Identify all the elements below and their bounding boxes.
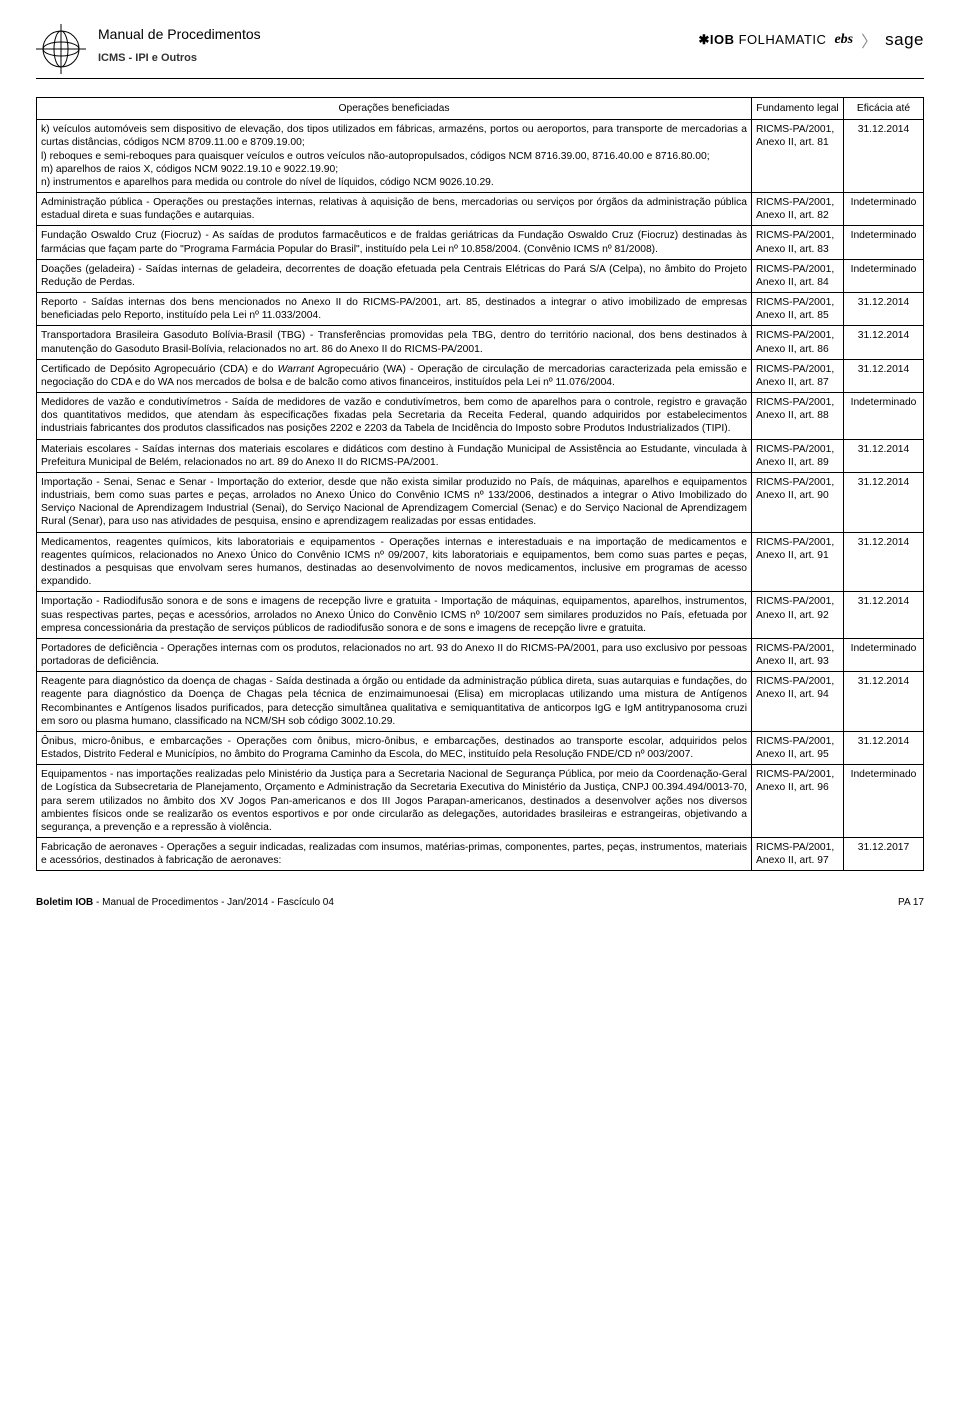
col-header-fundamento: Fundamento legal: [752, 98, 844, 120]
cell-fundamento: RICMS-PA/2001, Anexo II, art. 95: [752, 731, 844, 764]
footer-boletim: Boletim IOB: [36, 897, 93, 908]
cell-operacoes: Equipamentos - nas importações realizada…: [37, 765, 752, 838]
footer-left: Boletim IOB - Manual de Procedimentos - …: [36, 897, 334, 908]
table-row: Importação - Radiodifusão sonora e de so…: [37, 592, 924, 639]
table-row: Doações (geladeira) - Saídas internas de…: [37, 259, 924, 292]
cell-fundamento: RICMS-PA/2001, Anexo II, art. 83: [752, 226, 844, 259]
table-row: Portadores de deficiência - Operações in…: [37, 638, 924, 671]
table-row: Reagente para diagnóstico da doença de c…: [37, 672, 924, 732]
manual-title: Manual de Procedimentos: [98, 26, 261, 42]
cell-eficacia: Indeterminado: [844, 226, 924, 259]
cell-fundamento: RICMS-PA/2001, Anexo II, art. 96: [752, 765, 844, 838]
table-body: k) veículos automóveis sem dispositivo d…: [37, 120, 924, 871]
cell-fundamento: RICMS-PA/2001, Anexo II, art. 82: [752, 193, 844, 226]
header-brands: ✱IOB FOLHAMATIC ebs 〉 sage: [698, 24, 924, 52]
cell-eficacia: Indeterminado: [844, 259, 924, 292]
cell-fundamento: RICMS-PA/2001, Anexo II, art. 90: [752, 472, 844, 532]
cell-fundamento: RICMS-PA/2001, Anexo II, art. 91: [752, 532, 844, 592]
table-row: Medicamentos, reagentes químicos, kits l…: [37, 532, 924, 592]
table-row: Materiais escolares - Saídas internas do…: [37, 439, 924, 472]
table-row: k) veículos automóveis sem dispositivo d…: [37, 120, 924, 193]
table-row: Transportadora Brasileira Gasoduto Bolív…: [37, 326, 924, 359]
manual-subtitle: ICMS - IPI e Outros: [98, 52, 261, 64]
cell-eficacia: 31.12.2014: [844, 120, 924, 193]
cell-fundamento: RICMS-PA/2001, Anexo II, art. 81: [752, 120, 844, 193]
compass-logo-icon: [36, 24, 86, 74]
cell-eficacia: 31.12.2014: [844, 359, 924, 392]
table-header-row: Operações beneficiadas Fundamento legal …: [37, 98, 924, 120]
footer-page-number: PA 17: [898, 897, 924, 908]
cell-operacoes: Reagente para diagnóstico da doença de c…: [37, 672, 752, 732]
cell-eficacia: 31.12.2017: [844, 838, 924, 871]
cell-fundamento: RICMS-PA/2001, Anexo II, art. 88: [752, 393, 844, 440]
cell-fundamento: RICMS-PA/2001, Anexo II, art. 86: [752, 326, 844, 359]
brand-sage: sage: [885, 30, 924, 50]
cell-fundamento: RICMS-PA/2001, Anexo II, art. 94: [752, 672, 844, 732]
table-row: Ônibus, micro-ônibus, e embarcações - Op…: [37, 731, 924, 764]
table-row: Medidores de vazão e condutivímetros - S…: [37, 393, 924, 440]
cell-operacoes: Materiais escolares - Saídas internas do…: [37, 439, 752, 472]
cell-eficacia: 31.12.2014: [844, 672, 924, 732]
table-row: Fabricação de aeronaves - Operações a se…: [37, 838, 924, 871]
benefits-table: Operações beneficiadas Fundamento legal …: [36, 97, 924, 871]
table-row: Equipamentos - nas importações realizada…: [37, 765, 924, 838]
brand-iob: ✱IOB FOLHAMATIC: [698, 32, 826, 48]
header-left: Manual de Procedimentos ICMS - IPI e Out…: [36, 24, 261, 74]
cell-operacoes: Transportadora Brasileira Gasoduto Bolív…: [37, 326, 752, 359]
cell-eficacia: 31.12.2014: [844, 731, 924, 764]
cell-eficacia: 31.12.2014: [844, 293, 924, 326]
cell-operacoes: Medidores de vazão e condutivímetros - S…: [37, 393, 752, 440]
cell-eficacia: 31.12.2014: [844, 532, 924, 592]
cell-eficacia: 31.12.2014: [844, 592, 924, 639]
page-footer: Boletim IOB - Manual de Procedimentos - …: [36, 897, 924, 908]
cell-operacoes: Fundação Oswaldo Cruz (Fiocruz) - As saí…: [37, 226, 752, 259]
cell-fundamento: RICMS-PA/2001, Anexo II, art. 92: [752, 592, 844, 639]
cell-operacoes: Doações (geladeira) - Saídas internas de…: [37, 259, 752, 292]
page-header: Manual de Procedimentos ICMS - IPI e Out…: [36, 24, 924, 79]
cell-operacoes: k) veículos automóveis sem dispositivo d…: [37, 120, 752, 193]
cell-eficacia: Indeterminado: [844, 765, 924, 838]
cell-operacoes: Fabricação de aeronaves - Operações a se…: [37, 838, 752, 871]
table-row: Certificado de Depósito Agropecuário (CD…: [37, 359, 924, 392]
col-header-operacoes: Operações beneficiadas: [37, 98, 752, 120]
cell-eficacia: Indeterminado: [844, 393, 924, 440]
footer-rest: - Manual de Procedimentos - Jan/2014 - F…: [93, 897, 334, 908]
cell-fundamento: RICMS-PA/2001, Anexo II, art. 89: [752, 439, 844, 472]
cell-eficacia: 31.12.2014: [844, 472, 924, 532]
cell-fundamento: RICMS-PA/2001, Anexo II, art. 87: [752, 359, 844, 392]
cell-operacoes: Portadores de deficiência - Operações in…: [37, 638, 752, 671]
cell-eficacia: 31.12.2014: [844, 326, 924, 359]
chevron-right-icon: 〉: [861, 28, 877, 52]
cell-eficacia: 31.12.2014: [844, 439, 924, 472]
table-row: Reporto - Saídas internas dos bens menci…: [37, 293, 924, 326]
brand-iob-suffix: FOLHAMATIC: [739, 32, 827, 47]
cell-fundamento: RICMS-PA/2001, Anexo II, art. 85: [752, 293, 844, 326]
table-row: Fundação Oswaldo Cruz (Fiocruz) - As saí…: [37, 226, 924, 259]
cell-fundamento: RICMS-PA/2001, Anexo II, art. 93: [752, 638, 844, 671]
header-row: Manual de Procedimentos ICMS - IPI e Out…: [36, 24, 924, 74]
cell-operacoes: Reporto - Saídas internas dos bens menci…: [37, 293, 752, 326]
table-row: Importação - Senai, Senac e Senar - Impo…: [37, 472, 924, 532]
table-row: Administração pública - Operações ou pre…: [37, 193, 924, 226]
cell-operacoes: Ônibus, micro-ônibus, e embarcações - Op…: [37, 731, 752, 764]
brand-iob-prefix: ✱IOB: [698, 32, 734, 47]
cell-operacoes: Administração pública - Operações ou pre…: [37, 193, 752, 226]
col-header-eficacia: Eficácia até: [844, 98, 924, 120]
title-block: Manual de Procedimentos ICMS - IPI e Out…: [98, 24, 261, 64]
cell-eficacia: Indeterminado: [844, 193, 924, 226]
cell-operacoes: Certificado de Depósito Agropecuário (CD…: [37, 359, 752, 392]
cell-operacoes: Importação - Radiodifusão sonora e de so…: [37, 592, 752, 639]
brand-ebs: ebs: [834, 32, 853, 48]
cell-eficacia: Indeterminado: [844, 638, 924, 671]
cell-fundamento: RICMS-PA/2001, Anexo II, art. 84: [752, 259, 844, 292]
cell-operacoes: Medicamentos, reagentes químicos, kits l…: [37, 532, 752, 592]
cell-fundamento: RICMS-PA/2001, Anexo II, art. 97: [752, 838, 844, 871]
cell-operacoes: Importação - Senai, Senac e Senar - Impo…: [37, 472, 752, 532]
